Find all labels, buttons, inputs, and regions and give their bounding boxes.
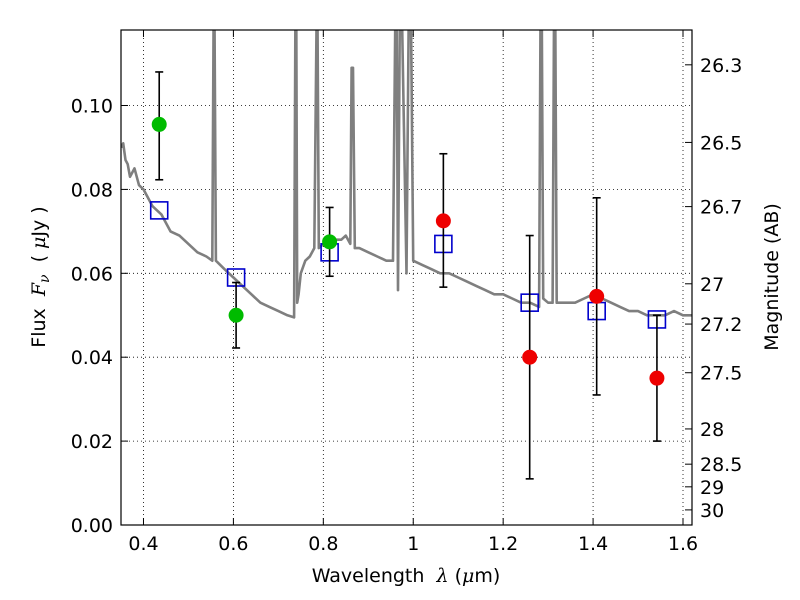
y-tick-label: 0.02 [71,431,113,453]
model-spectrum-line [121,30,692,319]
y2-axis-title: Magnitude (AB) [761,203,783,351]
y2-tick-label: 26.5 [700,132,742,154]
y-tick-label: 0.04 [71,347,113,369]
y2-tick-label: 29 [700,477,724,499]
y2-tick-label: 26.3 [700,55,742,77]
x-tick-label: 0.4 [128,533,158,555]
y2-tick-label: 30 [700,500,724,522]
observed-flux-point [522,349,538,365]
y2-tick-label: 28.5 [700,454,742,476]
y2-tick-label: 27 [700,274,724,296]
data-marks [149,71,667,480]
y-axis-title: Flux Fν ( μJy ) [28,206,53,347]
x-tick-label: 1.6 [668,533,698,555]
model-photometry-square [149,201,169,220]
y2-tick-label: 27.2 [700,314,742,336]
y2-tick-label: 27.5 [700,363,742,385]
grid [121,30,692,526]
observed-flux-point [151,116,167,132]
observed-flux-point [228,307,244,323]
y-tick-label: 0.00 [71,515,113,537]
x-tick-label: 0.8 [308,533,338,555]
plot-frame [120,29,693,526]
observed-flux-point [589,288,605,304]
x-tick-label: 0.6 [218,533,248,555]
y-tick-label: 0.06 [71,263,113,285]
x-axis-title: Wavelength λ (μm) [312,565,501,587]
y2-tick-label: 28 [700,419,724,441]
observed-flux-point [435,213,451,229]
y2-tick-label: 26.7 [700,197,742,219]
x-tick-label: 1.2 [488,533,518,555]
y-tick-label: 0.10 [71,96,113,118]
plot-area [121,30,692,319]
x-tick-label: 1 [407,533,419,555]
x-tick-label: 1.4 [578,533,608,555]
observed-flux-point [322,234,338,250]
y-tick-label: 0.08 [71,179,113,201]
observed-flux-point [649,370,665,386]
axis-ticks: 0.4 0.6 0.8 1 1.2 1.4 1.6 0.00 0.02 0.04 0.06 0.08 0… [71,30,742,555]
